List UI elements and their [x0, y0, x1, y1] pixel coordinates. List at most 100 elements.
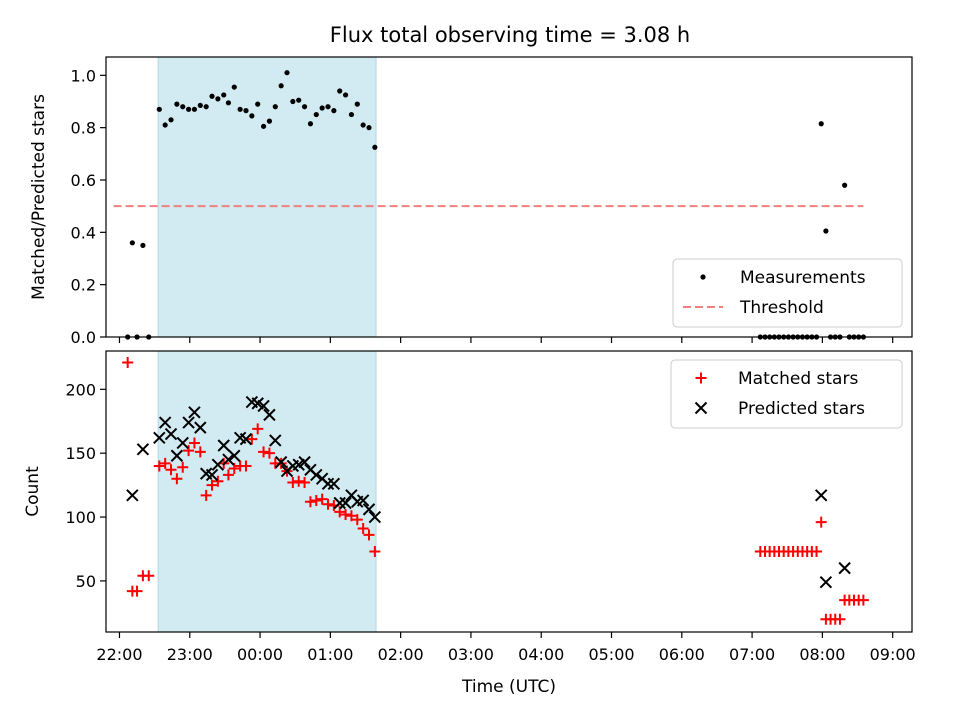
x-tick-label: 23:00 [167, 645, 213, 664]
x-tick-label: 22:00 [96, 645, 142, 664]
legend-label: Matched stars [738, 369, 858, 389]
data-point [310, 494, 322, 506]
data-point [258, 446, 270, 458]
data-point [165, 464, 177, 476]
data-point [182, 416, 195, 429]
legend-frame [670, 359, 903, 429]
data-point [351, 514, 363, 526]
data-point [243, 108, 249, 114]
y-tick-label: 100 [65, 508, 96, 527]
chart-title: Flux total observing time = 3.08 h [330, 23, 690, 47]
data-point [274, 455, 288, 469]
data-point [287, 477, 299, 489]
data-point [348, 111, 355, 118]
data-point [357, 523, 369, 535]
data-point [838, 561, 851, 575]
data-point [811, 546, 823, 558]
data-point [185, 106, 192, 112]
data-point [221, 92, 227, 98]
data-point [334, 506, 346, 518]
data-point [143, 570, 155, 582]
data-point [369, 546, 381, 558]
y-tick-label: 0.0 [71, 328, 96, 347]
x-tick-label: 01:00 [307, 645, 353, 664]
data-point [131, 585, 143, 597]
data-point [228, 463, 240, 475]
data-point [356, 494, 370, 507]
x-tick-label: 00:00 [237, 645, 283, 664]
data-point [296, 97, 302, 103]
data-point [354, 101, 360, 107]
legend: Matched stars Predicted stars [670, 359, 903, 429]
data-point [153, 431, 166, 445]
data-point [191, 106, 198, 112]
data-point [228, 449, 241, 462]
data-point [360, 122, 366, 128]
data-point [240, 460, 252, 472]
panel-measurements: 0.0 0.2 0.4 0.6 0.8 1.0 Matched/Predicted star… [29, 56, 913, 347]
data-point [183, 445, 195, 457]
y-tick-label: 200 [65, 380, 96, 399]
x-tick-label: 03:00 [448, 645, 494, 664]
series-predicted-stars [126, 395, 851, 589]
data-point [818, 121, 824, 127]
data-point [176, 436, 189, 450]
data-point [363, 529, 375, 541]
legend-label: Measurements [740, 268, 866, 288]
data-point [194, 421, 207, 434]
data-point [368, 510, 382, 524]
data-point [819, 575, 833, 589]
data-point [319, 105, 325, 111]
x-tick-label: 09:00 [870, 645, 916, 664]
data-point [263, 408, 276, 422]
shaded-interval [157, 56, 377, 338]
data-point [225, 100, 232, 106]
data-point [316, 493, 328, 505]
data-point [321, 477, 335, 491]
x-tick-label: 05:00 [588, 645, 634, 664]
data-point [153, 460, 165, 472]
data-point [342, 92, 349, 98]
data-point [156, 106, 162, 112]
x-tick-label: 06:00 [659, 645, 705, 664]
data-point [290, 98, 296, 105]
data-point [255, 101, 261, 107]
data-point [257, 399, 270, 413]
legend-frame [672, 258, 903, 328]
y-tick-label: 0.2 [71, 276, 96, 295]
data-point [278, 83, 284, 89]
data-point [211, 458, 225, 471]
data-point [170, 449, 184, 462]
legend-swatch [700, 274, 706, 280]
x-tick-label: 04:00 [518, 645, 564, 664]
legend-label: Predicted stars [738, 399, 865, 419]
y-tick-label: 150 [65, 444, 96, 463]
legend-swatch [694, 401, 708, 415]
data-point [188, 406, 201, 419]
data-point [159, 457, 171, 469]
data-point [337, 88, 343, 94]
data-point [322, 498, 334, 510]
axes-frame [105, 56, 913, 338]
data-point [237, 106, 243, 112]
data-point [327, 477, 341, 491]
data-point [269, 434, 282, 447]
x-tick-label: 08:00 [799, 645, 845, 664]
data-point [209, 93, 215, 99]
data-point [212, 475, 224, 487]
data-point [194, 446, 206, 458]
data-point [834, 613, 846, 625]
series-measurements [125, 70, 866, 340]
y-tick-label: 50 [76, 572, 96, 591]
data-point [325, 104, 331, 110]
data-point [310, 468, 323, 482]
data-point [293, 475, 305, 487]
data-point [263, 447, 275, 459]
data-point [217, 439, 230, 452]
data-point [205, 468, 219, 482]
data-point [842, 182, 848, 188]
y-tick-label: 1.0 [71, 66, 96, 85]
x-tick-label: 07:00 [729, 645, 775, 664]
data-point [222, 453, 235, 466]
